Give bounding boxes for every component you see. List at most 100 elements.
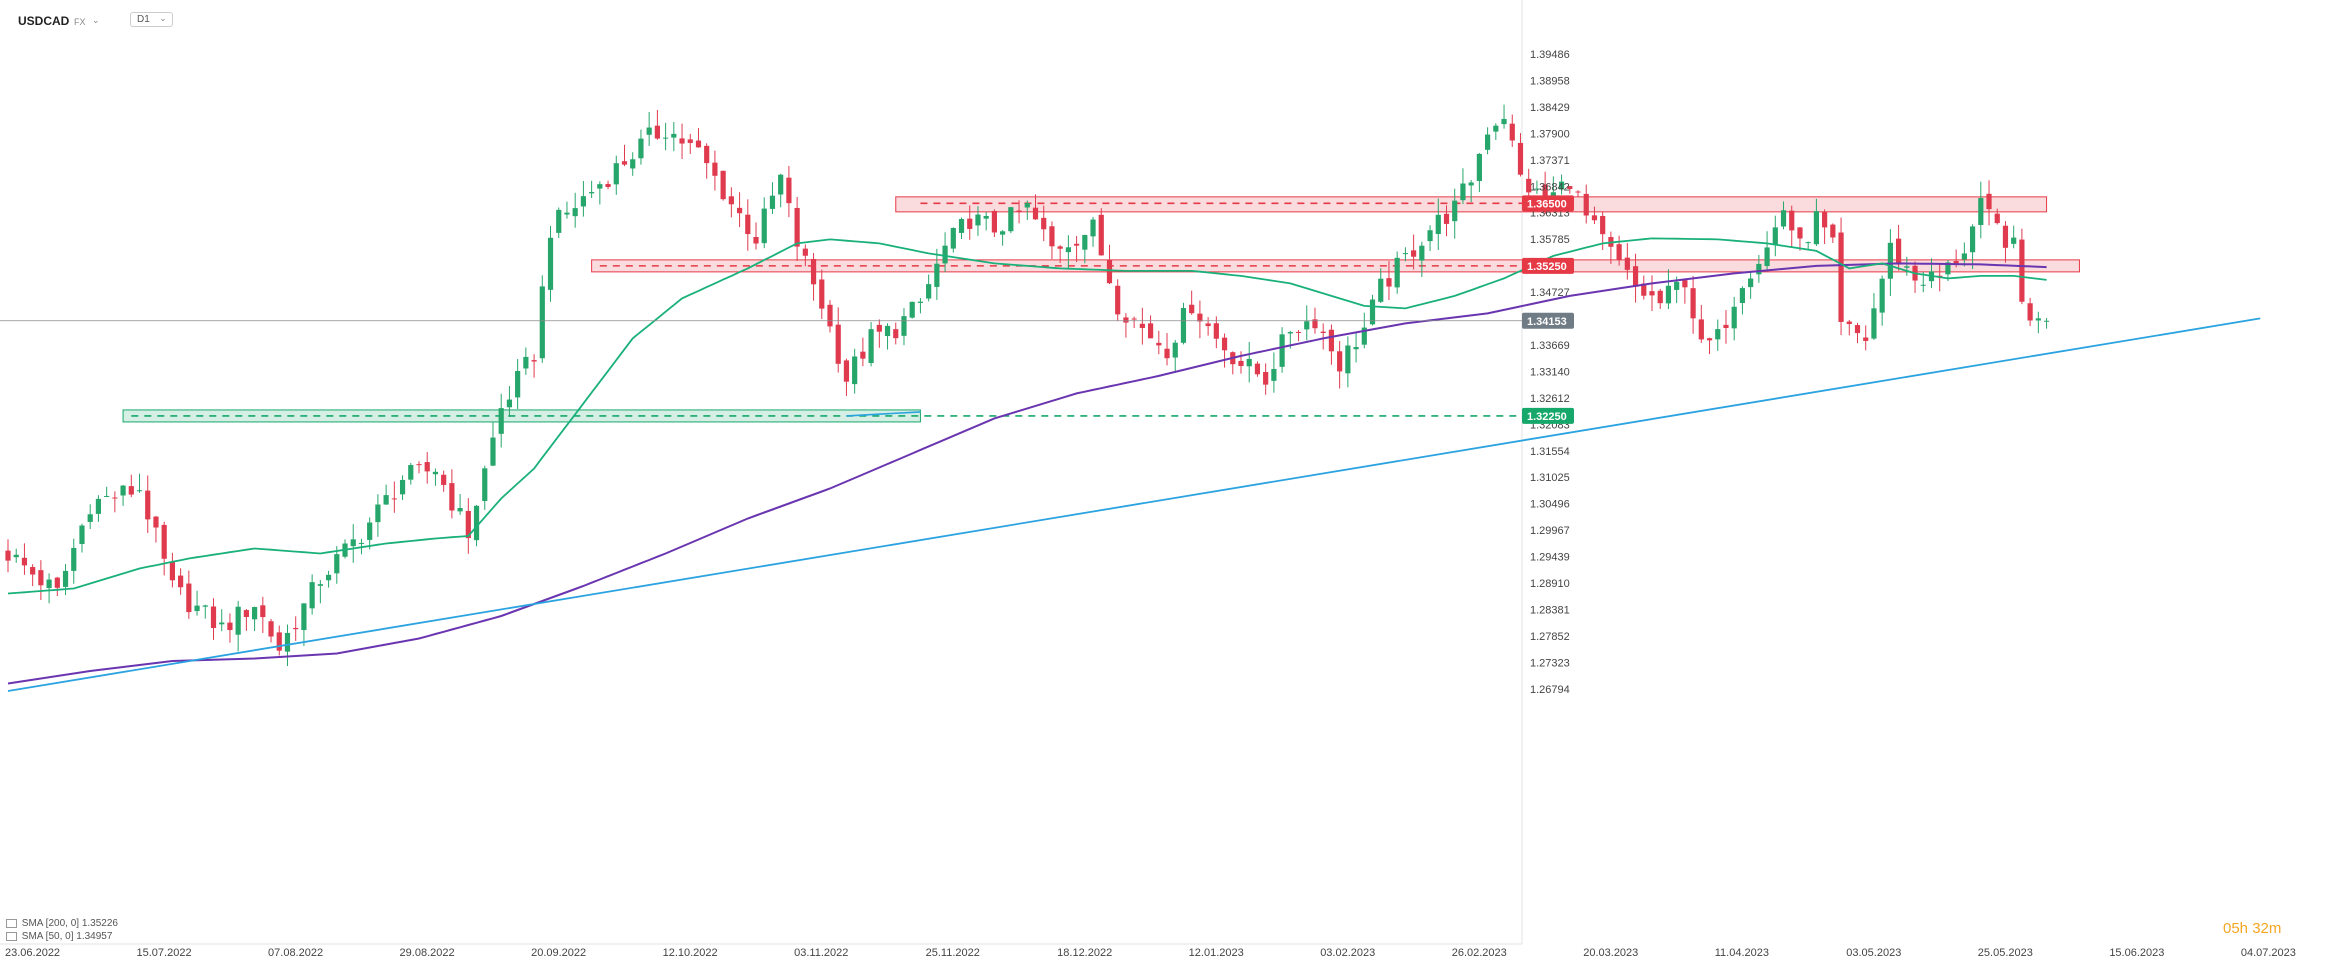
candle[interactable] <box>1953 260 1959 264</box>
candle[interactable] <box>21 557 28 566</box>
candle[interactable] <box>1304 321 1310 330</box>
candle[interactable] <box>1706 338 1713 341</box>
indicator-settings-icon[interactable] <box>6 931 17 941</box>
candle[interactable] <box>1205 323 1211 327</box>
candle[interactable] <box>161 524 167 559</box>
candle[interactable] <box>358 542 365 544</box>
candle[interactable] <box>950 227 956 249</box>
candle[interactable] <box>1756 263 1762 275</box>
candle[interactable] <box>13 554 19 558</box>
candle[interactable] <box>860 351 866 359</box>
candle[interactable] <box>1419 245 1425 261</box>
candle[interactable] <box>87 514 93 522</box>
candle[interactable] <box>1764 247 1770 267</box>
candle[interactable] <box>284 632 291 652</box>
candle[interactable] <box>1361 327 1367 345</box>
candle[interactable] <box>367 522 373 540</box>
candle[interactable] <box>235 606 241 635</box>
candle[interactable] <box>1131 318 1137 320</box>
candle[interactable] <box>30 567 36 575</box>
candle[interactable] <box>490 437 496 466</box>
candle[interactable] <box>786 177 792 204</box>
candle[interactable] <box>1723 324 1729 329</box>
candle[interactable] <box>515 371 521 398</box>
candle[interactable] <box>1172 342 1178 358</box>
candle[interactable] <box>1295 331 1302 333</box>
candle[interactable] <box>1838 232 1844 322</box>
candle[interactable] <box>1485 134 1491 150</box>
candle[interactable] <box>909 301 915 318</box>
candle[interactable] <box>1337 351 1343 372</box>
candle[interactable] <box>350 539 356 547</box>
candle[interactable] <box>268 621 274 637</box>
candle[interactable] <box>104 495 110 497</box>
candle[interactable] <box>687 139 693 143</box>
candle[interactable] <box>128 486 134 495</box>
candle[interactable] <box>1649 291 1655 296</box>
candle[interactable] <box>1353 347 1359 350</box>
candle[interactable] <box>868 329 874 363</box>
candle[interactable] <box>46 579 52 589</box>
candle[interactable] <box>169 561 175 581</box>
candle[interactable] <box>1263 371 1269 385</box>
candle[interactable] <box>1501 118 1507 125</box>
candle[interactable] <box>1312 319 1318 329</box>
candle[interactable] <box>736 207 743 214</box>
candle[interactable] <box>843 360 850 382</box>
candle[interactable] <box>54 577 60 588</box>
candle[interactable] <box>1287 332 1293 334</box>
candle[interactable] <box>827 304 833 327</box>
candle[interactable] <box>38 570 44 586</box>
candle[interactable] <box>95 498 102 514</box>
candle[interactable] <box>712 162 718 176</box>
candle[interactable] <box>1147 323 1154 339</box>
candle[interactable] <box>482 468 488 502</box>
candle[interactable] <box>1008 207 1014 232</box>
candle[interactable] <box>276 632 282 651</box>
candle[interactable] <box>1246 358 1252 367</box>
candle[interactable] <box>1879 278 1885 313</box>
candle[interactable] <box>1624 257 1630 270</box>
candle[interactable] <box>597 184 603 189</box>
candle[interactable] <box>884 325 891 337</box>
candle[interactable] <box>1139 323 1145 328</box>
candle[interactable] <box>1427 230 1433 242</box>
candle[interactable] <box>901 316 907 336</box>
candle[interactable] <box>5 550 11 561</box>
candle[interactable] <box>202 605 208 607</box>
candle[interactable] <box>893 329 899 339</box>
candle[interactable] <box>728 196 734 205</box>
candle[interactable] <box>2043 320 2050 322</box>
candle[interactable] <box>1032 207 1039 220</box>
candle[interactable] <box>441 474 447 485</box>
candle[interactable] <box>1674 281 1680 290</box>
candle[interactable] <box>1156 342 1162 346</box>
candle[interactable] <box>1739 288 1746 303</box>
candle[interactable] <box>589 192 595 194</box>
candle[interactable] <box>506 399 513 408</box>
candle[interactable] <box>1197 313 1203 322</box>
candle[interactable] <box>1567 186 1573 190</box>
candle[interactable] <box>325 574 332 581</box>
candle[interactable] <box>802 248 808 256</box>
candle[interactable] <box>547 237 554 290</box>
candle[interactable] <box>539 286 545 359</box>
candle[interactable] <box>1772 227 1778 246</box>
candle[interactable] <box>1887 242 1893 279</box>
candle[interactable] <box>1969 226 1976 253</box>
candle[interactable] <box>1057 246 1063 249</box>
candle[interactable] <box>1345 345 1351 374</box>
candle[interactable] <box>79 525 85 544</box>
candle[interactable] <box>958 219 965 233</box>
candle[interactable] <box>383 495 389 505</box>
candle[interactable] <box>876 324 882 332</box>
candle[interactable] <box>1715 329 1721 340</box>
candle[interactable] <box>1526 178 1532 193</box>
candle[interactable] <box>1583 193 1589 216</box>
candle[interactable] <box>704 145 710 164</box>
candle[interactable] <box>1082 234 1088 250</box>
candle[interactable] <box>1000 231 1006 235</box>
candle[interactable] <box>2002 225 2009 248</box>
candle[interactable] <box>1115 285 1121 315</box>
